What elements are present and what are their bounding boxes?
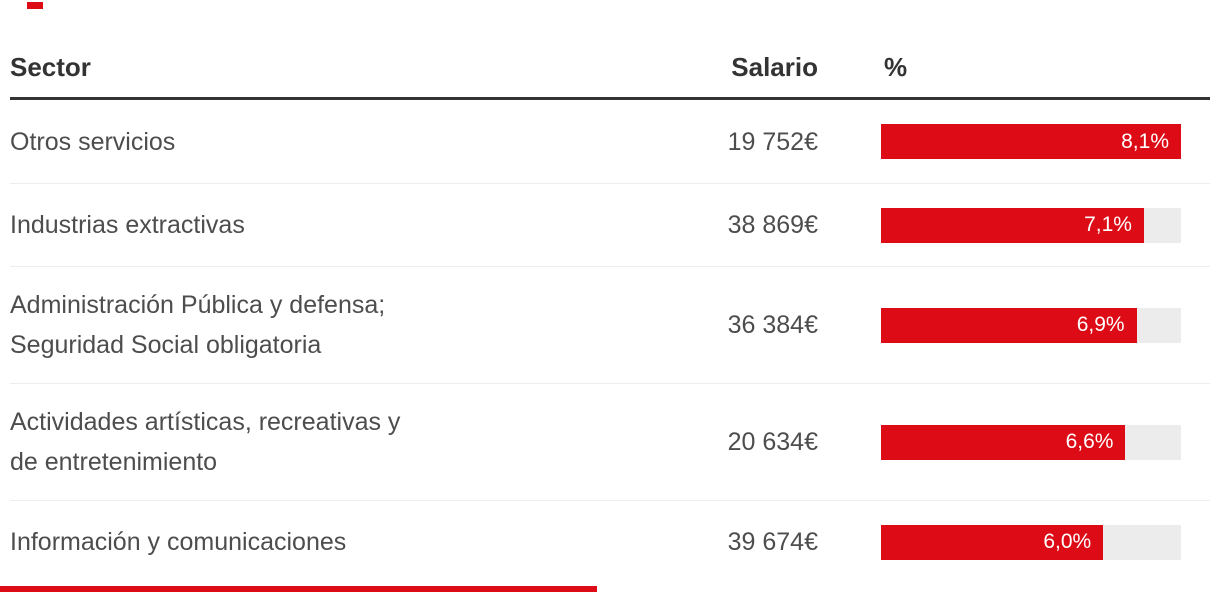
table-row: Información y comunicaciones 39 674€ 6,0… [10,500,1210,583]
sector-label: Administración Pública y defensa; Seguri… [10,291,386,359]
bar-fill: 6,0% [881,524,1104,560]
percent-bar-cell: 6,0% [881,524,1181,560]
percent-bar-cell: 7,1% [881,207,1181,243]
column-header-percent: % [884,52,908,82]
percent-bar-cell: 8,1% [881,124,1181,159]
salary-value: 38 869€ [727,211,818,239]
percent-bar-cell: 6,6% [881,424,1181,460]
percent-label: 6,6% [1065,430,1114,453]
bar-track: 8,1% [881,124,1181,159]
bar-fill: 7,1% [881,207,1144,243]
bar-fill: 6,6% [881,424,1126,460]
bar-track: 6,9% [881,307,1181,343]
salary-value: 19 752€ [727,127,818,156]
bar-fill: 6,9% [881,307,1137,343]
percent-label: 7,1% [1084,213,1132,236]
top-left-red-dash [27,2,43,9]
percent-label: 6,0% [1043,530,1092,553]
sector-label: Actividades artísticas, recreativas y de… [10,408,401,476]
table-header-row: Sector Salario % [10,0,1210,84]
table-row: Actividades artísticas, recreativas y de… [10,383,1210,500]
bar-track: 6,6% [881,424,1181,460]
sector-label: Información y comunicaciones [10,528,347,556]
percent-label: 8,1% [1121,129,1169,153]
table-row: Otros servicios 19 752€ 8,1% [10,100,1210,183]
table-body: Otros servicios 19 752€ 8,1% Industrias … [10,100,1210,583]
bar-fill: 8,1% [881,124,1181,159]
table-row: Administración Pública y defensa; Seguri… [10,266,1210,383]
percent-bar-cell: 6,9% [881,307,1181,343]
bar-track: 7,1% [881,207,1181,243]
bottom-progress-bar [0,586,597,592]
header-rule [10,97,1210,100]
salary-value: 20 634€ [727,428,818,456]
salary-value: 36 384€ [727,311,818,339]
column-header-salario: Salario [731,52,818,82]
column-header-sector: Sector [10,52,91,82]
sector-label: Otros servicios [10,127,176,156]
percent-label: 6,9% [1076,313,1125,336]
bar-track: 6,0% [881,524,1181,560]
sector-label: Industrias extractivas [10,211,245,239]
salary-value: 39 674€ [727,528,818,556]
table-row: Industrias extractivas 38 869€ 7,1% [10,183,1210,266]
